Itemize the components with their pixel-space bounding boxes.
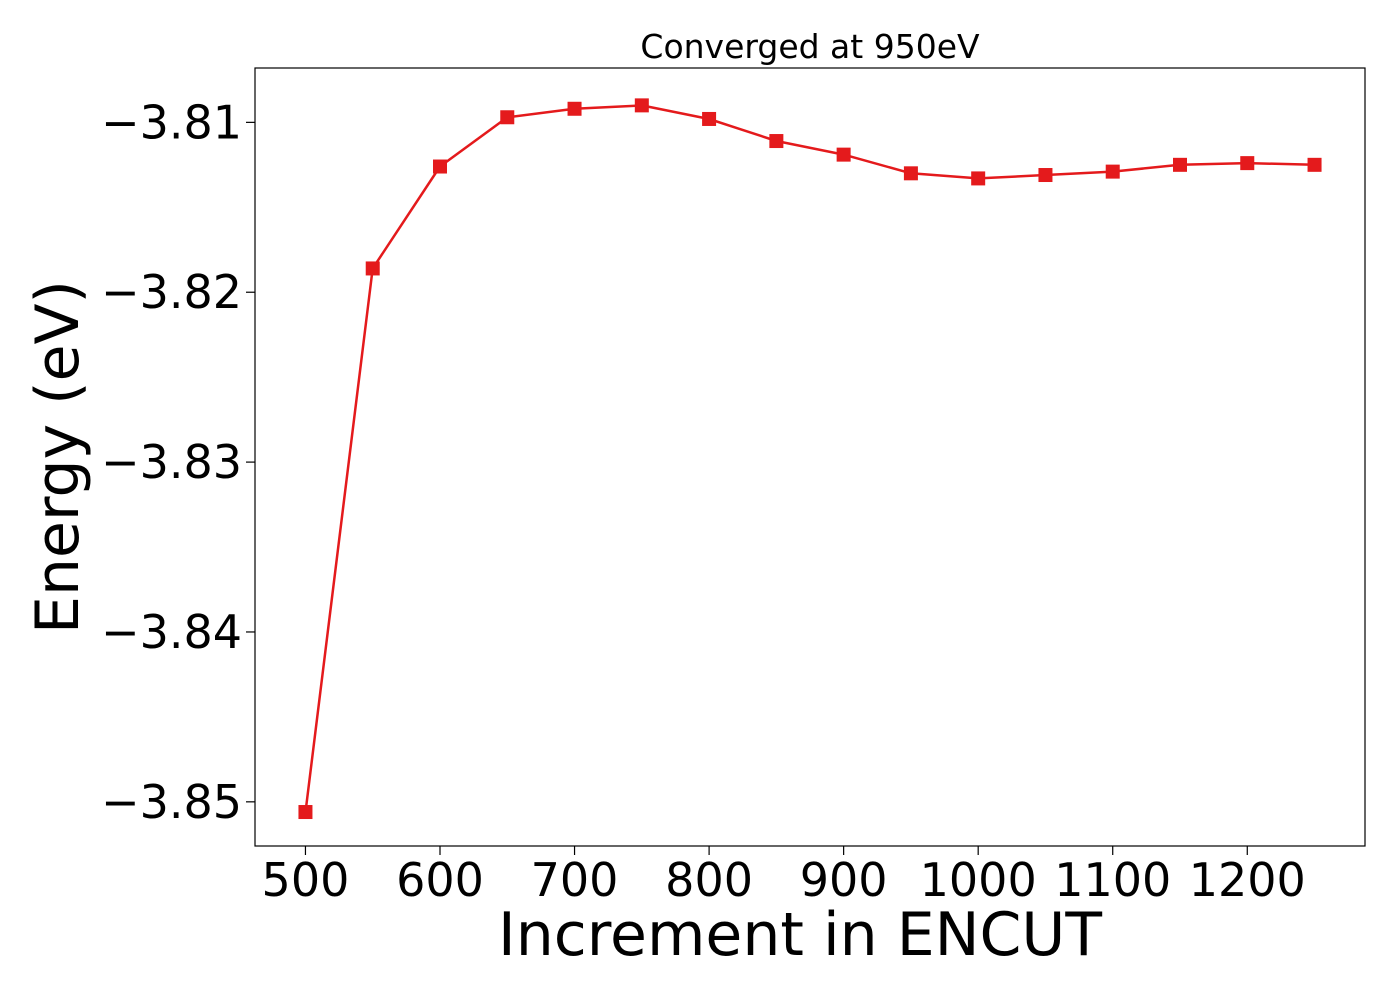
data-point-marker xyxy=(971,171,986,186)
chart-title: Converged at 950eV xyxy=(640,27,980,66)
y-tick-label: −3.81 xyxy=(101,95,242,149)
x-tick-label: 800 xyxy=(665,853,753,907)
x-tick-label: 600 xyxy=(396,853,484,907)
data-point-marker xyxy=(1240,156,1255,171)
data-point-marker xyxy=(1105,164,1120,179)
data-point-marker xyxy=(769,134,784,149)
x-tick-label: 700 xyxy=(531,853,619,907)
y-tick-label: −3.83 xyxy=(101,435,242,489)
data-point-marker xyxy=(433,159,447,174)
data-point-marker xyxy=(365,261,380,276)
x-tick-label: 500 xyxy=(262,853,350,907)
series-line xyxy=(304,104,1315,813)
series-layer xyxy=(298,98,1322,820)
y-axis-label: Energy (eV) xyxy=(23,280,93,634)
x-tick-label: 1200 xyxy=(1189,853,1306,907)
x-tick-label: 900 xyxy=(800,853,888,907)
plot-area-frame xyxy=(254,67,1366,847)
x-axis: 500 600 700 800 900 1000 1100 1200 xyxy=(262,846,1306,907)
data-point-marker xyxy=(702,111,717,126)
y-tick-label: −3.82 xyxy=(101,265,242,319)
y-tick-label: −3.85 xyxy=(101,775,242,829)
data-point-marker xyxy=(1038,168,1053,183)
data-point-marker xyxy=(298,805,313,820)
x-tick-label: 1000 xyxy=(920,853,1037,907)
data-point-marker xyxy=(836,147,851,162)
x-tick-label: 1100 xyxy=(1054,853,1171,907)
data-point-marker xyxy=(903,166,918,181)
data-point-marker xyxy=(634,98,649,113)
data-point-marker xyxy=(500,110,515,125)
data-point-marker xyxy=(1173,157,1187,172)
y-tick-label: −3.84 xyxy=(101,605,242,659)
data-point-marker xyxy=(1307,157,1322,172)
data-point-marker xyxy=(567,101,582,116)
x-axis-label: Increment in ENCUT xyxy=(498,900,1102,970)
y-axis: −3.81 −3.82 −3.83 −3.84 −3.85 xyxy=(101,95,255,829)
